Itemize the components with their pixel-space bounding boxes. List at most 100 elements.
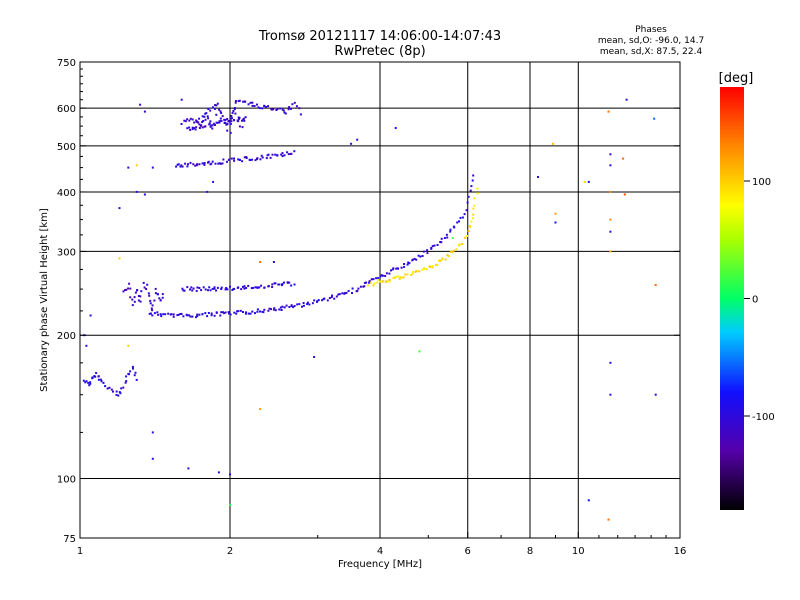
data-point [415,258,418,261]
data-point [433,244,436,247]
data-point [210,162,213,165]
data-point [441,257,444,260]
y-tick-label: 750 [57,58,76,69]
data-point [207,117,210,120]
data-point [233,107,236,109]
data-point [281,305,284,308]
data-point [212,180,215,183]
data-point [239,309,242,312]
data-point [243,119,246,122]
data-point [209,289,212,292]
data-point [469,189,472,192]
data-point [189,288,191,291]
data-point [265,106,268,108]
data-point [242,285,244,288]
data-point [97,375,100,378]
data-point [244,116,247,119]
data-point [151,166,154,169]
data-point [333,297,336,300]
data-point [231,111,234,114]
data-point [622,157,625,160]
data-point [456,221,459,224]
data-point [187,467,190,470]
data-point [587,180,590,183]
data-point [299,113,302,116]
data-point [139,295,142,298]
data-point [137,295,140,297]
data-point [140,290,143,293]
data-point [156,311,159,314]
data-point [654,284,657,286]
data-point [473,204,476,207]
data-point [609,190,612,193]
data-point [129,296,132,299]
colorbar-tick-label: -100 [752,412,775,423]
data-point [211,287,214,290]
data-point [182,315,185,318]
y-tick-label: 100 [57,475,76,486]
data-point [398,277,401,280]
data-point [356,138,359,141]
data-point [134,371,137,374]
data-point [220,119,223,122]
data-point [411,272,414,275]
data-point [209,109,212,112]
data-point [406,263,409,266]
data-point [257,106,260,109]
data-point [283,281,285,284]
data-point [288,106,291,109]
data-point [296,303,299,306]
data-point [238,99,241,102]
data-point [256,310,259,313]
data-point [400,276,403,279]
data-point [412,271,414,273]
data-point [250,287,253,290]
data-point [151,309,154,312]
data-point [245,287,248,289]
y-axis: 75 100 200 300 400 500 600 750 [57,58,680,545]
data-point [313,356,316,358]
data-point [313,299,316,302]
data-point [184,162,187,165]
data-point [293,283,296,286]
data-point [418,350,421,353]
data-point [302,302,305,304]
data-point [393,276,396,279]
data-point [237,286,240,289]
data-point [222,311,224,314]
data-point [288,306,291,308]
data-point [384,275,387,277]
data-point [225,123,228,126]
data-point [244,312,247,315]
data-point [198,287,201,289]
data-point [196,315,199,317]
data-point [372,278,375,281]
data-point [183,289,186,292]
data-point [251,158,253,161]
data-point [439,241,442,243]
data-point [351,292,353,294]
data-point [202,120,205,122]
data-point [82,379,85,382]
data-point [272,108,275,111]
data-point [125,375,128,378]
data-point [207,108,210,110]
data-point [220,288,223,290]
data-point [128,282,131,285]
data-point [204,118,207,121]
data-point [172,313,175,316]
data-point [404,273,407,276]
data-point [291,103,294,106]
data-point [226,288,229,291]
data-point [191,126,194,129]
data-point [135,164,138,167]
data-point [274,282,277,285]
data-point [254,312,256,315]
data-point [452,249,455,252]
data-point [279,107,282,110]
data-point [554,221,557,224]
data-point [201,162,204,165]
data-point [395,275,398,278]
data-point [228,312,230,315]
data-point [397,267,400,270]
